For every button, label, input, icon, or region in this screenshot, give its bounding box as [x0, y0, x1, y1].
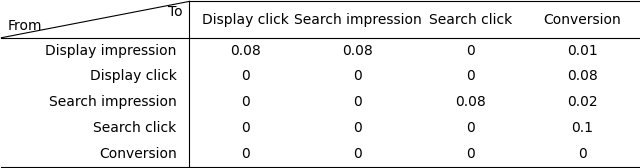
- Text: 0: 0: [353, 95, 362, 109]
- Text: 0.01: 0.01: [567, 44, 598, 58]
- Text: 0: 0: [466, 147, 474, 161]
- Text: 0: 0: [241, 69, 250, 83]
- Text: To: To: [168, 5, 183, 19]
- Text: Search click: Search click: [93, 121, 177, 135]
- Text: 0: 0: [466, 44, 474, 58]
- Text: 0.1: 0.1: [572, 121, 593, 135]
- Text: 0.08: 0.08: [342, 44, 373, 58]
- Text: Conversion: Conversion: [543, 13, 621, 27]
- Text: 0: 0: [241, 95, 250, 109]
- Text: 0: 0: [578, 147, 587, 161]
- Text: From: From: [8, 19, 42, 33]
- Text: Conversion: Conversion: [99, 147, 177, 161]
- Text: Display impression: Display impression: [45, 44, 177, 58]
- Text: 0: 0: [466, 121, 474, 135]
- Text: Search impression: Search impression: [49, 95, 177, 109]
- Text: 0: 0: [353, 147, 362, 161]
- Text: 0: 0: [353, 69, 362, 83]
- Text: Display click: Display click: [202, 13, 289, 27]
- Text: 0.08: 0.08: [455, 95, 486, 109]
- Text: 0: 0: [241, 121, 250, 135]
- Text: Search click: Search click: [429, 13, 512, 27]
- Text: 0: 0: [241, 147, 250, 161]
- Text: Display click: Display click: [90, 69, 177, 83]
- Text: 0.08: 0.08: [567, 69, 598, 83]
- Text: Search impression: Search impression: [294, 13, 422, 27]
- Text: 0.08: 0.08: [230, 44, 261, 58]
- Text: 0.02: 0.02: [567, 95, 598, 109]
- Text: 0: 0: [466, 69, 474, 83]
- Text: 0: 0: [353, 121, 362, 135]
